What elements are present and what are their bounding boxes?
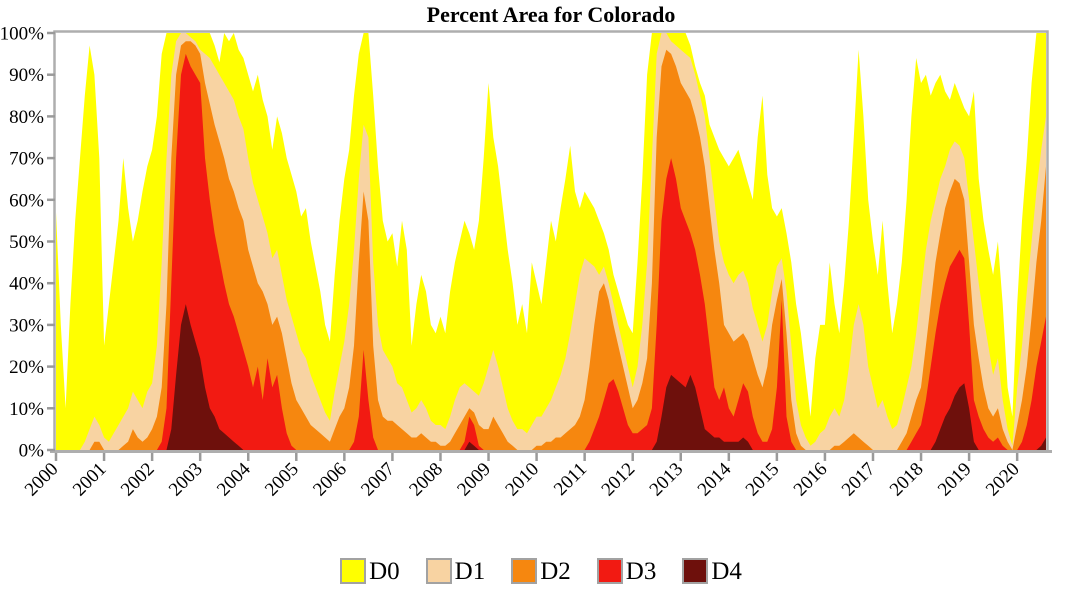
legend-label: D4: [711, 557, 742, 585]
legend-item-d4: D4: [682, 558, 742, 584]
legend-swatch-d0: [340, 558, 367, 584]
x-tick-label: 2006: [309, 459, 351, 501]
x-tick-label: 2002: [117, 459, 159, 501]
y-tick-label: 20%: [9, 357, 44, 378]
legend-swatch-d1: [425, 558, 452, 584]
chart-title: Percent Area for Colorado: [427, 2, 676, 27]
x-tick-label: 2018: [886, 459, 928, 501]
legend-label: D3: [625, 557, 657, 585]
legend: D0 D1 D2 D3 D4: [0, 551, 1082, 591]
legend-item-d0: D0: [340, 558, 400, 584]
x-tick-label: 2009: [453, 459, 495, 501]
x-tick-label: 2020: [982, 459, 1024, 501]
x-tick-label: 2007: [357, 459, 399, 501]
y-tick-label: 0%: [19, 441, 45, 462]
x-tick-label: 2001: [69, 459, 111, 501]
x-tick-label: 2010: [501, 459, 543, 501]
y-tick-label: 100%: [0, 24, 44, 45]
x-tick-label: 2008: [405, 459, 447, 501]
stacked-areas: [56, 33, 1046, 451]
x-tick-label: 2000: [21, 459, 63, 501]
y-tick-label: 30%: [9, 315, 44, 336]
legend-label: D0: [369, 557, 400, 585]
x-tick-label: 2004: [213, 458, 255, 500]
x-axis: 2000 2001 2002 2003 2004 2005 2006 2007 2008 2009…: [21, 453, 1024, 500]
y-tick-label: 60%: [9, 190, 44, 211]
x-tick-label: 2019: [934, 459, 976, 501]
y-tick-label: 10%: [9, 399, 44, 420]
y-tick-label: 40%: [9, 274, 44, 295]
chart-canvas: Percent Area for Colorado 0% 10% 20% 30% 40%…: [0, 2, 1052, 500]
d3-area-series: [56, 53, 1046, 451]
y-tick-label: 50%: [9, 232, 44, 253]
x-tick-label: 2012: [598, 459, 640, 501]
legend-label: D1: [454, 557, 486, 585]
y-tick-label: 90%: [9, 65, 44, 86]
legend-item-d3: D3: [596, 557, 657, 585]
x-tick-label: 2003: [165, 459, 207, 501]
legend-swatch-d3: [596, 558, 623, 584]
legend-label: D2: [540, 557, 571, 585]
legend-swatch-d4: [682, 558, 709, 584]
legend-item-d1: D1: [425, 557, 486, 585]
x-tick-label: 2011: [550, 459, 591, 500]
y-tick-label: 70%: [9, 149, 44, 170]
x-tick-label: 2013: [646, 459, 688, 501]
x-tick-label: 2017: [838, 459, 880, 501]
x-tick-label: 2005: [261, 459, 303, 501]
d0-area-series: [56, 33, 1046, 450]
x-tick-label: 2014: [694, 458, 736, 500]
x-tick-label: 2015: [742, 459, 784, 501]
legend-item-d2: D2: [511, 558, 571, 584]
legend-swatch-d2: [511, 558, 538, 584]
d4-area-series: [56, 304, 1046, 450]
drought-area-chart: Percent Area for Colorado 0% 10% 20% 30% 40%…: [0, 2, 1052, 500]
x-tick-label: 2016: [790, 459, 832, 501]
y-axis: 0% 10% 20% 30% 40% 50% 60% 70% 80% 90% 100%: [0, 24, 55, 462]
y-tick-label: 80%: [9, 107, 44, 128]
